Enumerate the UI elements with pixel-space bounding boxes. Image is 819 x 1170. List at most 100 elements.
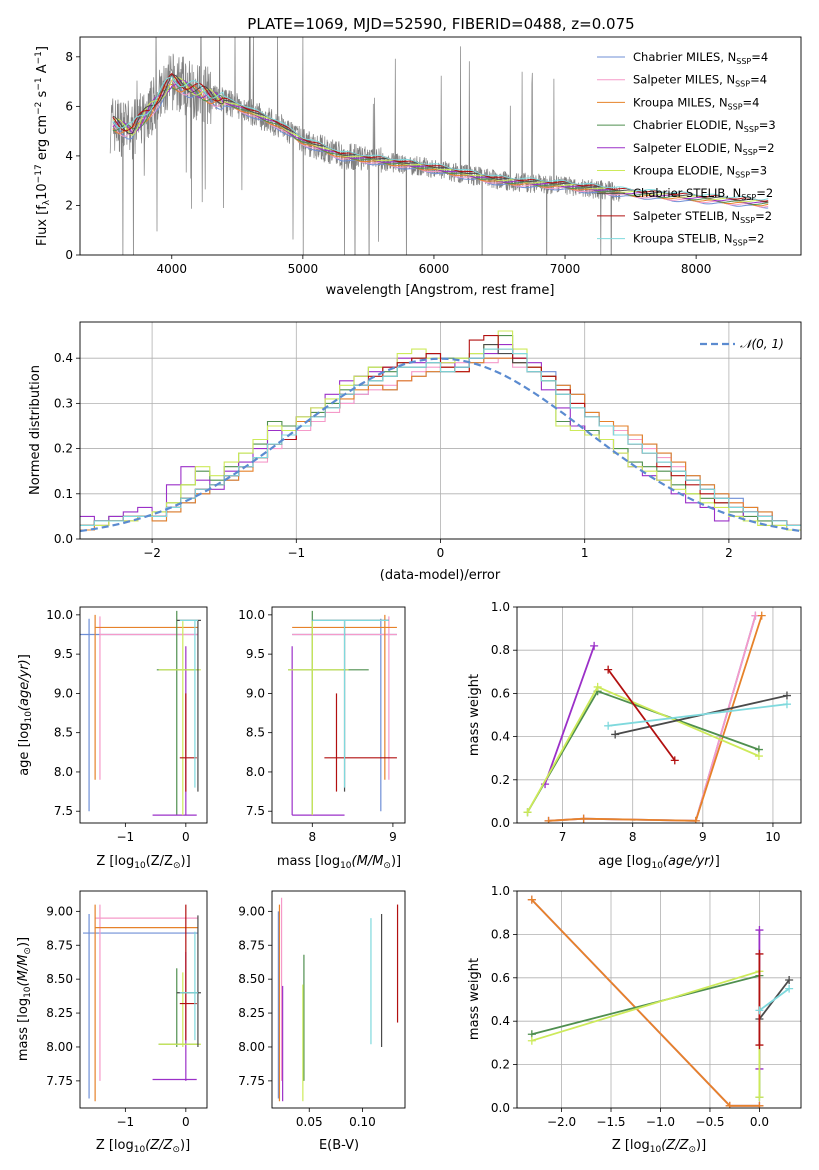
plot-area [80, 330, 801, 533]
x-axis-label: age [log10(age/yr)] [598, 854, 720, 871]
series-marker [757, 611, 766, 620]
legend-label: Chabrier MILES, NSSP=4 [633, 50, 768, 66]
y-tick-label: 10.0 [46, 608, 73, 622]
y-axis-label: mass [log10(M/M⊙)] [16, 937, 33, 1061]
x-tick-label: −1 [117, 1115, 135, 1129]
x-tick-label: 7 [559, 830, 567, 844]
x-axis-label: E(B-V) [319, 1138, 359, 1153]
legend-n: =4 [751, 50, 768, 64]
label-text: (age/yr) [17, 659, 32, 711]
y-tick-label: 8.5 [54, 726, 73, 740]
legend-subscript: SSP [735, 171, 750, 180]
x-axis-label: wavelength [Angstrom, rest frame] [326, 283, 555, 298]
label-text: ] [35, 46, 50, 51]
panel-mass_vs_ebv: 0.05 0.10 7.75 8.00 8.25 8.50 8.75 9.00 E(B-V) [238, 890, 406, 1153]
series-line [607, 669, 676, 761]
panel-age_vs_mass: 8 9 7.5 8.0 8.5 9.0 9.5 10.0 mass [log10(M/M⊙)] [238, 606, 406, 871]
axes-frame [271, 606, 406, 824]
series-line [531, 974, 761, 1098]
y-tick-label: 0.6 [491, 686, 510, 700]
label-superscript: −17 [34, 164, 44, 183]
label-text: (M/M [352, 854, 384, 869]
axes-frame [516, 890, 802, 1109]
label-text: (Z/Z [146, 854, 173, 869]
y-axis-label: mass weight [467, 674, 482, 756]
axes-frame [79, 321, 802, 540]
plot-area [288, 610, 397, 816]
model-spectrum [112, 79, 769, 204]
y-tick-label: 8.00 [238, 1040, 265, 1054]
label-text: )] [181, 854, 191, 869]
label-text: (M/M [16, 955, 31, 987]
x-tick-label: 0.0 [750, 1115, 769, 1129]
series-marker [725, 1101, 734, 1108]
x-tick-label: −1 [117, 830, 135, 844]
x-tick-label: −2 [143, 546, 161, 560]
series-marker [755, 1041, 764, 1050]
series-marker [691, 816, 700, 823]
plot-area [109, 37, 769, 255]
x-axis-label: Z [log10(Z/Z⊙)] [612, 1138, 706, 1155]
label-subscript: 10 [23, 986, 33, 998]
label-subscript: ⊙ [173, 861, 181, 871]
series-marker [544, 816, 553, 823]
y-tick-label: 0.6 [491, 971, 510, 985]
legend-subscript: SSP [741, 193, 756, 202]
label-subscript: ⊙ [23, 947, 33, 955]
series-line [544, 645, 595, 785]
y-tick-label: 9.0 [246, 686, 265, 700]
label-subscript: ⊙ [172, 1145, 180, 1155]
y-tick-label: 0.2 [491, 773, 510, 787]
legend-label: Chabrier ELODIE, NSSP=3 [633, 118, 776, 134]
legend-subscript: SSP [733, 239, 748, 248]
legend-n: =3 [759, 118, 776, 132]
x-tick-label: 8 [629, 830, 637, 844]
y-tick-label: 0.2 [54, 442, 73, 456]
y-tick-label: 0.1 [54, 487, 73, 501]
x-tick-label: 0.05 [296, 1115, 323, 1129]
y-axis-label: Normed distribution [28, 365, 43, 495]
series-marker [611, 730, 620, 739]
label-text: )] [180, 1138, 190, 1153]
x-tick-label: 0.10 [349, 1115, 376, 1129]
label-subscript: 10 [134, 1145, 146, 1155]
panel-age_vs_Z: −1 0 7.5 8.0 8.5 9.0 9.5 10.0 Z [log10(Z/Z⊙)] age… [17, 606, 208, 871]
y-tick-label: 9.00 [46, 904, 73, 918]
label-subscript: 10 [650, 1145, 662, 1155]
y-tick-label: 7.5 [54, 804, 73, 818]
series-line [531, 899, 760, 1107]
series-marker [785, 975, 794, 984]
label-text: erg cm [35, 115, 50, 164]
series-line [531, 899, 760, 1107]
y-tick-label: 8.0 [54, 765, 73, 779]
label-text: (Z/Z [145, 1138, 173, 1153]
legend-label: Salpeter MILES, NSSP=4 [633, 73, 767, 89]
label-subscript: ⊙ [688, 1145, 696, 1155]
y-tick-label: 8.25 [46, 1006, 73, 1020]
y-tick-label: 1.0 [491, 600, 510, 614]
legend: Chabrier MILES, NSSP=4 Salpeter MILES, NS… [597, 50, 776, 248]
series-marker [755, 1101, 764, 1108]
x-tick-label: 6000 [419, 262, 450, 276]
legend-label: Salpeter ELODIE, NSSP=2 [633, 141, 775, 157]
x-tick-label: 8 [308, 830, 316, 844]
series-marker [755, 1093, 764, 1102]
legend-subscript: SSP [736, 57, 751, 66]
y-tick-label: 0.4 [54, 351, 73, 365]
legend-n: =2 [755, 209, 772, 223]
y-axis-label: age [log10(age/yr)] [17, 654, 34, 776]
panel-mass_vs_Z: −1 0 7.75 8.00 8.25 8.50 8.75 9.00 Z [log10(Z/Z⊙… [16, 890, 208, 1155]
legend-label: 𝒩(0, 1) [740, 337, 784, 351]
plot-area [277, 897, 399, 1102]
y-tick-label: 0 [65, 248, 73, 262]
series-line [758, 987, 790, 1012]
model-spectrum [112, 74, 769, 203]
series-marker [579, 814, 588, 823]
y-tick-label: 7.75 [46, 1074, 73, 1088]
y-tick-label: 0.8 [491, 927, 510, 941]
y-tick-label: 8.5 [246, 726, 265, 740]
plot-area [523, 611, 791, 823]
y-tick-label: 8.50 [46, 972, 73, 986]
y-tick-label: 10.0 [238, 608, 265, 622]
